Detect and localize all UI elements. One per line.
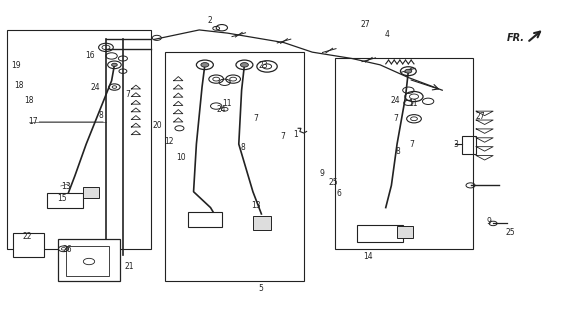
Text: 1: 1 [293,130,298,139]
Text: 14: 14 [363,252,373,261]
Text: FR.: FR. [507,33,525,43]
Text: 11: 11 [408,99,418,108]
Text: 12: 12 [164,137,174,146]
Text: 6: 6 [337,189,341,198]
Text: 27: 27 [360,20,370,29]
Bar [58,239,120,281]
Bar [165,52,304,281]
Text: 15: 15 [57,194,66,203]
Text: 7: 7 [280,132,285,141]
Text: 21: 21 [124,262,134,271]
Circle shape [201,63,209,67]
Text: 7: 7 [410,140,414,149]
Text: 23: 23 [258,61,268,70]
Text: 24: 24 [91,83,101,92]
Text: 3: 3 [454,140,458,148]
Text: 13: 13 [251,201,261,210]
Bar [335,59,473,249]
Text: 10: 10 [177,153,186,162]
Text: 4: 4 [385,30,390,39]
Text: 18: 18 [24,96,34,105]
Text: 20: 20 [153,121,162,130]
Text: 9: 9 [320,169,324,178]
Text: 5: 5 [258,284,264,293]
Text: 7: 7 [126,90,131,99]
Circle shape [405,69,412,73]
Text: 8: 8 [99,111,103,120]
Text: 16: 16 [85,52,95,60]
Text: 7: 7 [393,114,398,123]
Bar [12,233,44,257]
Text: 26: 26 [62,245,72,254]
Bar [66,246,109,276]
Bar [397,226,413,238]
Text: 22: 22 [23,232,32,241]
Text: 2: 2 [208,16,212,25]
Text: 17: 17 [28,117,38,126]
Text: 27: 27 [475,112,485,121]
Bar [253,216,271,230]
Text: 7: 7 [253,114,258,123]
Text: 13: 13 [61,181,70,190]
Text: 11: 11 [222,99,231,108]
Text: 18: 18 [14,81,23,90]
Text: 8: 8 [396,147,400,156]
Text: 24: 24 [390,96,400,105]
Text: 25: 25 [328,178,338,187]
Circle shape [240,63,248,67]
Bar [188,212,222,227]
Text: 8: 8 [240,143,245,152]
Bar [7,30,151,249]
Text: 9: 9 [486,217,491,226]
Text: 19: 19 [11,61,21,70]
Bar [83,187,99,198]
Text: 25: 25 [506,228,515,237]
Bar [47,193,83,208]
Bar [462,136,476,154]
Text: 24: 24 [216,105,226,114]
Bar [357,225,403,243]
Circle shape [111,63,117,67]
